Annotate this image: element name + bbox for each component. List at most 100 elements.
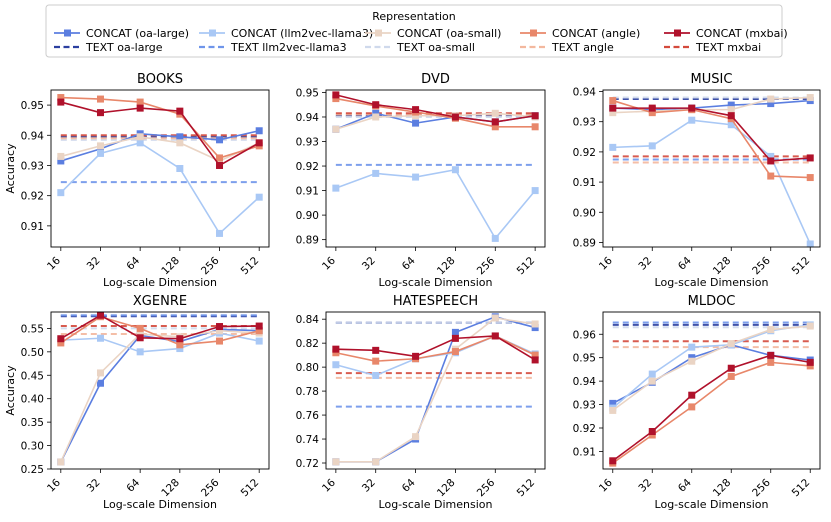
data-point xyxy=(688,116,696,124)
data-point xyxy=(136,334,144,342)
panel-hatespeech: HATESPEECH 0.72 0.74 0.76 0.78 0.80 0.82 0.84 16… xyxy=(296,294,546,511)
data-point xyxy=(609,143,617,151)
y-tick-label: 0.92 xyxy=(296,161,319,173)
x-tick-label: 32 xyxy=(85,255,103,273)
data-point xyxy=(96,149,104,157)
data-point xyxy=(531,187,539,195)
legend-label: CONCAT (oa-small) xyxy=(397,27,501,40)
data-point xyxy=(648,109,656,117)
x-axis-label: Log-scale Dimension xyxy=(379,276,493,289)
data-point xyxy=(176,133,184,141)
y-tick-label: 0.84 xyxy=(296,314,320,326)
data-point xyxy=(176,107,184,115)
data-point xyxy=(806,322,814,330)
x-tick-label: 256 xyxy=(475,254,498,277)
legend-entry-concat-oa-small: CONCAT (oa-small) xyxy=(365,27,501,40)
legend-label: CONCAT (mxbai) xyxy=(696,27,788,40)
data-point xyxy=(609,104,617,112)
data-point xyxy=(767,152,775,160)
x-tick-label: 64 xyxy=(676,476,694,494)
data-point xyxy=(332,91,340,99)
x-tick-label: 128 xyxy=(711,255,734,278)
y-tick-label: 0.91 xyxy=(573,446,596,458)
x-axis-label: Log-scale Dimension xyxy=(655,276,769,289)
data-point xyxy=(451,113,459,121)
x-tick-label: 256 xyxy=(199,254,222,277)
series-concat-angle xyxy=(609,358,814,467)
data-point xyxy=(727,372,735,380)
legend-label: TEXT angle xyxy=(551,41,614,54)
data-point xyxy=(216,161,224,169)
data-point xyxy=(216,154,224,162)
data-point xyxy=(332,349,340,357)
legend-entry-text-llm2vec-llama3: TEXT llm2vec-llama3 xyxy=(199,41,347,54)
data-point xyxy=(688,357,696,365)
series-concat-llm2vec-llama3 xyxy=(332,166,539,242)
data-point xyxy=(451,334,459,342)
data-point xyxy=(531,351,539,359)
y-tick-label: 0.96 xyxy=(573,329,597,341)
legend-title: Representation xyxy=(372,10,456,23)
data-point xyxy=(531,123,539,131)
data-point xyxy=(531,112,539,120)
data-point xyxy=(255,322,263,330)
y-tick-label: 0.92 xyxy=(573,423,596,435)
data-point xyxy=(216,229,224,237)
series-concat-llm2vec-llama3 xyxy=(609,321,814,412)
data-point xyxy=(648,428,656,436)
y-tick-label: 0.95 xyxy=(296,87,319,99)
y-tick-label: 0.93 xyxy=(21,160,44,172)
x-tick-label: 512 xyxy=(515,255,538,278)
data-point xyxy=(648,370,656,378)
data-point xyxy=(412,352,420,360)
legend-label: TEXT oa-large xyxy=(85,41,163,54)
y-tick-label: 0.30 xyxy=(21,441,44,453)
y-tick-label: 0.91 xyxy=(21,221,44,233)
data-point xyxy=(255,193,263,201)
x-tick-label: 64 xyxy=(676,254,694,272)
data-point xyxy=(648,142,656,150)
data-point xyxy=(57,335,65,343)
panel-music: MUSIC 0.89 0.90 0.91 0.92 0.93 0.94 16 32 64 128 25… xyxy=(573,72,821,289)
data-point xyxy=(372,169,380,177)
data-point xyxy=(727,106,735,114)
panel-title: BOOKS xyxy=(137,72,183,87)
legend-marker-swatch xyxy=(375,29,382,37)
series-line xyxy=(612,99,811,111)
series-line xyxy=(612,354,811,462)
series-line xyxy=(335,97,536,128)
legend-label: CONCAT (angle) xyxy=(552,27,640,40)
data-point xyxy=(688,343,696,351)
data-point xyxy=(57,98,65,106)
x-tick-label: 16 xyxy=(45,254,63,272)
series-line xyxy=(60,96,260,159)
x-tick-label: 256 xyxy=(199,476,222,499)
data-point xyxy=(332,458,340,466)
x-tick-label: 16 xyxy=(320,476,338,494)
data-point xyxy=(372,113,380,121)
series-concat-oa-small xyxy=(57,327,263,466)
x-tick-label: 32 xyxy=(85,477,103,495)
data-point xyxy=(531,324,539,332)
data-point xyxy=(176,335,184,343)
data-point xyxy=(372,101,380,109)
data-point xyxy=(412,173,420,181)
data-point xyxy=(491,314,499,322)
data-point xyxy=(255,127,263,135)
y-tick-label: 0.78 xyxy=(296,386,319,398)
data-point xyxy=(96,142,104,150)
y-tick-label: 0.94 xyxy=(573,376,597,388)
data-point xyxy=(491,234,499,242)
legend-label: TEXT mxbai xyxy=(695,41,761,54)
data-point xyxy=(136,348,144,356)
y-tick-label: 0.94 xyxy=(573,87,597,99)
y-tick-label: 0.90 xyxy=(573,207,596,219)
y-tick-label: 0.95 xyxy=(21,100,44,112)
x-tick-label: 16 xyxy=(320,254,338,272)
data-point xyxy=(96,369,104,377)
x-tick-label: 32 xyxy=(636,255,654,273)
y-tick-label: 0.76 xyxy=(296,410,320,422)
series-line xyxy=(60,315,260,346)
y-tick-label: 0.92 xyxy=(573,147,596,159)
series-concat-mxbai xyxy=(57,98,263,169)
